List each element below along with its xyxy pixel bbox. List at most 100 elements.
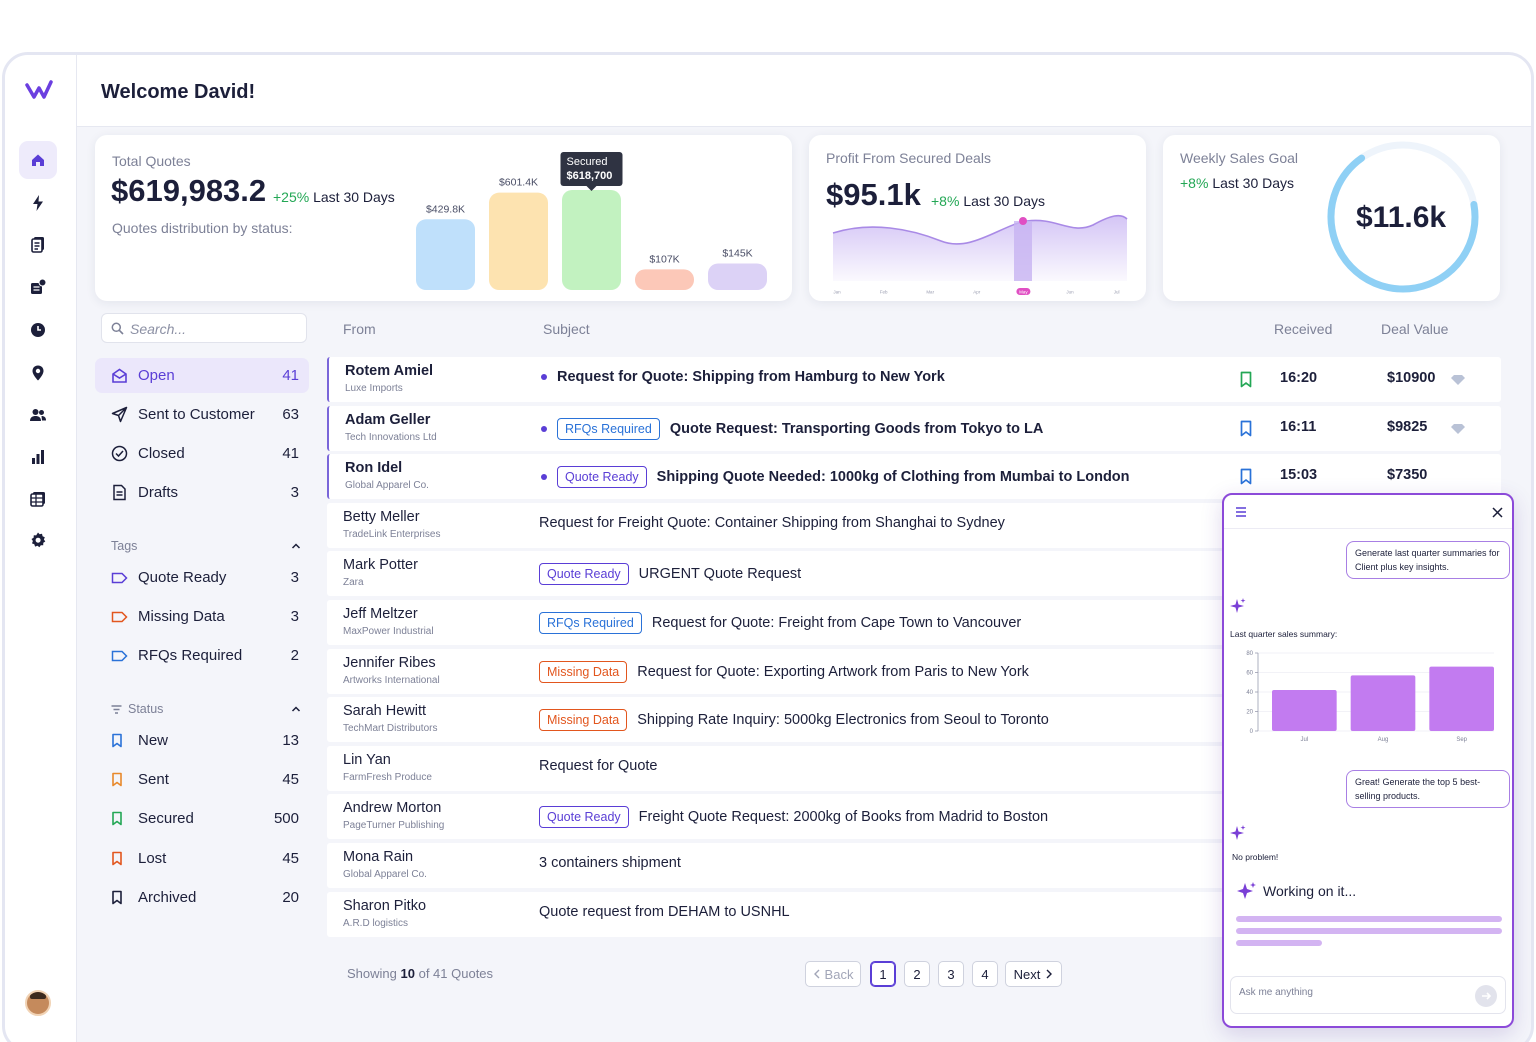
bar-value-label: $429.8K (426, 203, 465, 215)
tag-rfqs-required[interactable]: RFQs Required 2 (95, 638, 309, 673)
nav-documents-button[interactable] (19, 225, 57, 263)
unread-dot (541, 374, 547, 380)
chat-input-box[interactable] (1230, 976, 1506, 1014)
send-button[interactable] (1475, 985, 1497, 1007)
status-label: Sent (138, 771, 169, 789)
bookmark-icon[interactable] (1239, 371, 1253, 388)
bookmark-icon (112, 733, 122, 748)
nav-analytics-button[interactable] (19, 438, 57, 476)
pagination-next-button[interactable]: Next (1005, 961, 1062, 987)
tags-section-header[interactable]: Tags (111, 539, 301, 553)
status-secured[interactable]: Secured 500 (95, 801, 309, 836)
pagination-back-button[interactable]: Back (805, 961, 861, 987)
nav-settings-button[interactable] (19, 521, 57, 559)
row-tag[interactable]: Missing Data (539, 709, 628, 732)
nav-home-button[interactable] (19, 141, 57, 179)
folder-open[interactable]: Open 41 (95, 358, 309, 393)
subject-text: URGENT Quote Request (638, 566, 802, 583)
location-pin-icon (32, 365, 44, 381)
subject-text: Request for Quote: Shipping from Hamburg… (557, 369, 945, 385)
status-new[interactable]: New 13 (95, 723, 309, 758)
sender-name: Jeff Meltzer (343, 606, 418, 622)
bookmark-icon (112, 851, 122, 865)
sender-name: Mona Rain (343, 849, 414, 865)
close-icon[interactable] (1492, 507, 1503, 518)
menu-icon[interactable] (1235, 507, 1247, 517)
status-count: 20 (282, 888, 299, 906)
side-rail (5, 55, 77, 1042)
user-avatar[interactable] (25, 990, 51, 1016)
pagination-page-2[interactable]: 2 (904, 961, 930, 987)
bookmark-icon[interactable] (1239, 468, 1253, 485)
tag-rfqs-required-count: 2 (290, 647, 299, 664)
pagination-page-3[interactable]: 3 (938, 961, 964, 987)
status-sent[interactable]: Sent 45 (95, 762, 309, 797)
folder-sent-to-customer[interactable]: Sent to Customer 63 (95, 397, 309, 432)
tooltip-pointer (586, 186, 597, 191)
status-count: 45 (282, 771, 299, 789)
row-tag[interactable]: Quote Ready (539, 806, 629, 829)
weekly-goal-progress-arc (1327, 141, 1479, 293)
column-subject[interactable]: Subject (543, 321, 590, 337)
status-archived[interactable]: Archived 20 (95, 880, 309, 915)
quotes-distribution-chart: $429.8K $601.4K $107K $145K Secured $618,700 (416, 152, 767, 290)
nav-activity-button[interactable] (19, 184, 57, 222)
folder-drafts[interactable]: Drafts 3 (95, 475, 309, 510)
column-received[interactable]: Received (1274, 321, 1333, 337)
sender-company: A.R.D logistics (343, 917, 409, 929)
gear-icon (31, 532, 46, 548)
ai-sparkle-icon (1230, 825, 1246, 840)
search-input[interactable] (130, 319, 300, 339)
nav-contacts-button[interactable] (19, 396, 57, 434)
user-message-2: Great! Generate the top 5 best-selling p… (1346, 770, 1510, 808)
folder-drafts-label: Drafts (138, 484, 179, 501)
distribution-label: Quotes distribution by status: (112, 220, 293, 236)
tag-quote-ready[interactable]: Quote Ready 3 (95, 560, 309, 595)
status-lost[interactable]: Lost 45 (95, 841, 309, 876)
table-row[interactable]: Adam Geller Tech Innovations Ltd RFQs Requ… (327, 405, 1501, 451)
nav-billing-button[interactable] (19, 268, 57, 306)
subject-text: Request for Quote (539, 757, 658, 774)
sender-company: Global Apparel Co. (345, 480, 429, 492)
app-window: Welcome David! Total Quotes $619,983.2 +… (2, 52, 1534, 1042)
folder-sent-label: Sent to Customer (138, 406, 255, 423)
tag-icon (111, 650, 128, 661)
profit-delta-percent: +8% (931, 193, 960, 209)
nav-reports-button[interactable] (19, 480, 57, 518)
row-tag[interactable]: Quote Ready (539, 563, 629, 586)
subject-text: Request for Quote: Freight from Cape Tow… (651, 615, 1022, 631)
subject-text: Shipping Rate Inquiry: 5000kg Electronic… (637, 712, 1049, 729)
tag-icon (111, 611, 128, 622)
pagination-page-4[interactable]: 4 (972, 961, 998, 987)
status-section-header[interactable]: Status (111, 702, 301, 716)
filter-icon (111, 704, 122, 714)
weekly-goal-delta-percent: +8% (1180, 175, 1209, 191)
user-message-1: Generate last quarter summaries for Clie… (1346, 541, 1510, 579)
table-row[interactable]: Rotem Amiel Luxe Imports Request for Quote… (327, 357, 1501, 402)
quote-status-bar (635, 269, 694, 290)
nav-history-button[interactable] (19, 311, 57, 349)
nav-locations-button[interactable] (19, 354, 57, 392)
ai-sparkle-icon (1230, 598, 1246, 613)
profit-month-axis: Jan Feb Mar Apr May Jun Jul (833, 288, 1119, 295)
tag-missing-data[interactable]: Missing Data 3 (95, 599, 309, 634)
row-tag[interactable]: Quote Ready (557, 466, 647, 489)
total-quotes-delta-percent: +25% (273, 189, 310, 205)
table-row[interactable]: Ron Idel Global Apparel Co. Quote Ready Shi… (327, 454, 1501, 500)
pagination-page-1[interactable]: 1 (870, 961, 896, 987)
bookmark-icon (112, 812, 122, 826)
send-arrow-icon (1481, 992, 1491, 1000)
bookmark-icon[interactable] (1239, 420, 1253, 437)
row-tag[interactable]: RFQs Required (557, 417, 660, 440)
weekly-goal-value: $11.6k (1356, 201, 1447, 234)
column-deal-value[interactable]: Deal Value (1381, 321, 1449, 337)
chat-input[interactable] (1239, 987, 1469, 998)
weekly-goal-gauge (1327, 141, 1479, 293)
folder-closed[interactable]: Closed 41 (95, 436, 309, 471)
row-tag[interactable]: Missing Data (539, 660, 628, 683)
column-from[interactable]: From (343, 321, 376, 337)
subject-cell: Quote request from DEHAM to USNHL (539, 904, 790, 920)
search-box[interactable] (101, 313, 307, 343)
spreadsheet-icon (30, 492, 45, 507)
row-tag[interactable]: RFQs Required (539, 612, 642, 634)
